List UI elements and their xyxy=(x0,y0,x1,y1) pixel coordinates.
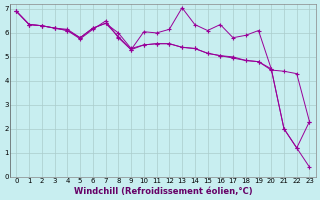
X-axis label: Windchill (Refroidissement éolien,°C): Windchill (Refroidissement éolien,°C) xyxy=(74,187,252,196)
